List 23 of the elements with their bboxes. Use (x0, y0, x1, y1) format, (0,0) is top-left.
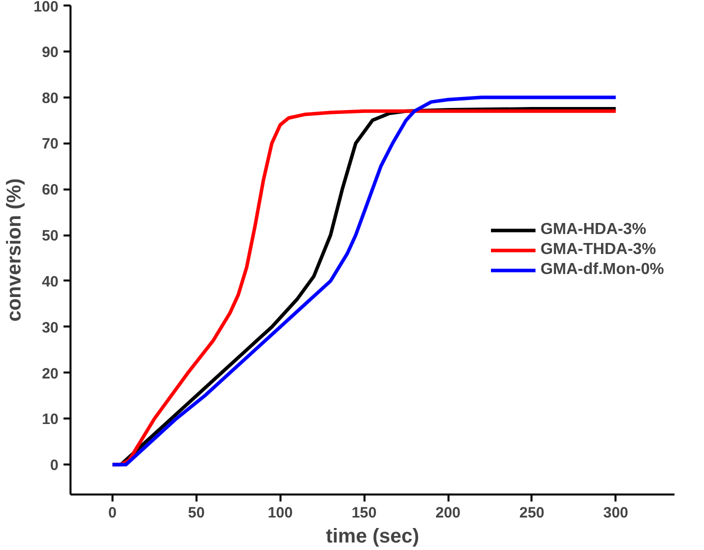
x-axis-title: time (sec) (326, 526, 420, 548)
x-tick-label: 300 (603, 504, 628, 522)
x-tick-label: 150 (352, 504, 377, 522)
legend-label: GMA-df.Mon-0% (540, 260, 664, 278)
y-tick-label: 10 (42, 411, 59, 428)
y-axis-title: conversion (%) (3, 178, 26, 322)
x-tick-label: 50 (188, 504, 205, 522)
x-tick-label: 0 (108, 504, 117, 522)
legend-label: GMA-HDA-3% (540, 220, 646, 238)
x-tick-label: 100 (268, 504, 293, 522)
y-tick-label: 100 (33, 0, 59, 16)
x-tick-label: 250 (519, 504, 544, 522)
y-tick-label: 0 (50, 457, 58, 474)
y-tick-label: 80 (42, 90, 59, 107)
y-tick-label: 20 (42, 365, 59, 382)
y-tick-label: 30 (42, 319, 59, 336)
legend-label: GMA-THDA-3% (540, 240, 656, 258)
y-tick-label: 50 (42, 228, 59, 245)
y-tick-label: 60 (42, 182, 59, 199)
y-tick-label: 90 (42, 44, 59, 61)
x-tick-label: 200 (435, 504, 461, 522)
y-tick-label: 40 (42, 273, 59, 290)
y-tick-label: 70 (42, 136, 59, 153)
